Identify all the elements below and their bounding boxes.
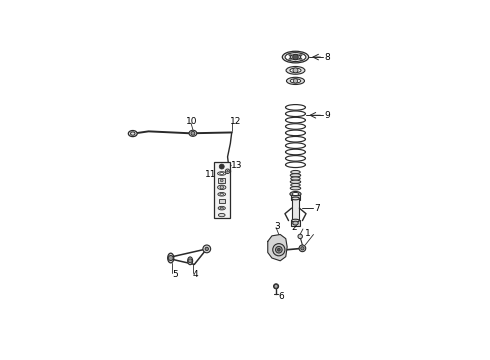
Circle shape <box>298 234 302 239</box>
Circle shape <box>300 58 302 60</box>
Ellipse shape <box>290 192 301 197</box>
Circle shape <box>273 244 285 256</box>
Ellipse shape <box>218 206 225 210</box>
Ellipse shape <box>291 170 300 174</box>
Circle shape <box>293 68 298 73</box>
Text: 10: 10 <box>186 117 197 126</box>
Text: 8: 8 <box>324 53 330 62</box>
Circle shape <box>293 79 298 83</box>
Circle shape <box>188 259 192 263</box>
Ellipse shape <box>286 162 305 167</box>
Ellipse shape <box>286 124 305 129</box>
Ellipse shape <box>218 172 226 175</box>
Ellipse shape <box>286 130 305 136</box>
Circle shape <box>293 54 298 60</box>
Ellipse shape <box>220 172 223 175</box>
Ellipse shape <box>218 193 225 196</box>
Bar <box>291 194 300 199</box>
Bar <box>218 178 225 183</box>
Ellipse shape <box>287 77 304 85</box>
Ellipse shape <box>286 117 305 123</box>
Circle shape <box>219 164 224 169</box>
Circle shape <box>203 245 211 253</box>
Ellipse shape <box>293 221 298 225</box>
Bar <box>291 220 300 226</box>
Circle shape <box>277 248 280 251</box>
Ellipse shape <box>218 185 226 190</box>
Ellipse shape <box>224 168 231 174</box>
Circle shape <box>299 245 306 252</box>
Text: 6: 6 <box>278 292 284 301</box>
Ellipse shape <box>128 131 137 136</box>
Text: 2: 2 <box>292 223 297 232</box>
Ellipse shape <box>168 253 174 263</box>
Text: 11: 11 <box>205 170 217 179</box>
Circle shape <box>289 58 291 60</box>
Text: 1: 1 <box>305 229 311 238</box>
Ellipse shape <box>282 51 309 63</box>
Ellipse shape <box>188 257 193 265</box>
Ellipse shape <box>285 53 306 62</box>
Bar <box>219 199 225 203</box>
Ellipse shape <box>220 207 223 209</box>
Ellipse shape <box>219 213 225 217</box>
Ellipse shape <box>292 197 299 200</box>
Polygon shape <box>268 234 287 261</box>
Circle shape <box>274 284 278 288</box>
Ellipse shape <box>189 130 197 136</box>
Text: 12: 12 <box>230 117 242 126</box>
Circle shape <box>300 54 302 56</box>
Text: 13: 13 <box>231 161 243 170</box>
Ellipse shape <box>286 143 305 148</box>
Circle shape <box>275 246 282 253</box>
Circle shape <box>220 179 223 182</box>
Circle shape <box>205 247 208 251</box>
Circle shape <box>289 54 291 56</box>
Ellipse shape <box>273 284 279 289</box>
Text: 9: 9 <box>324 111 330 120</box>
Ellipse shape <box>291 177 300 180</box>
Ellipse shape <box>290 55 301 59</box>
Ellipse shape <box>286 156 305 161</box>
Ellipse shape <box>292 193 299 195</box>
Circle shape <box>220 186 223 189</box>
Ellipse shape <box>290 186 301 190</box>
Bar <box>214 162 230 218</box>
Ellipse shape <box>290 68 301 73</box>
Ellipse shape <box>290 174 301 177</box>
Ellipse shape <box>290 180 301 184</box>
Circle shape <box>191 131 195 135</box>
Ellipse shape <box>220 193 223 195</box>
Text: 5: 5 <box>172 270 178 279</box>
Ellipse shape <box>286 136 305 142</box>
Ellipse shape <box>291 183 300 187</box>
Circle shape <box>227 170 228 172</box>
Ellipse shape <box>286 67 305 74</box>
Ellipse shape <box>286 149 305 155</box>
Circle shape <box>301 247 304 250</box>
Ellipse shape <box>286 111 305 117</box>
Text: 3: 3 <box>274 222 280 231</box>
Ellipse shape <box>286 104 305 110</box>
Bar <box>292 198 299 221</box>
Circle shape <box>168 256 173 261</box>
Ellipse shape <box>290 79 301 83</box>
Text: 4: 4 <box>193 270 198 279</box>
Ellipse shape <box>292 219 299 222</box>
Text: 7: 7 <box>314 204 320 213</box>
Circle shape <box>225 169 230 174</box>
